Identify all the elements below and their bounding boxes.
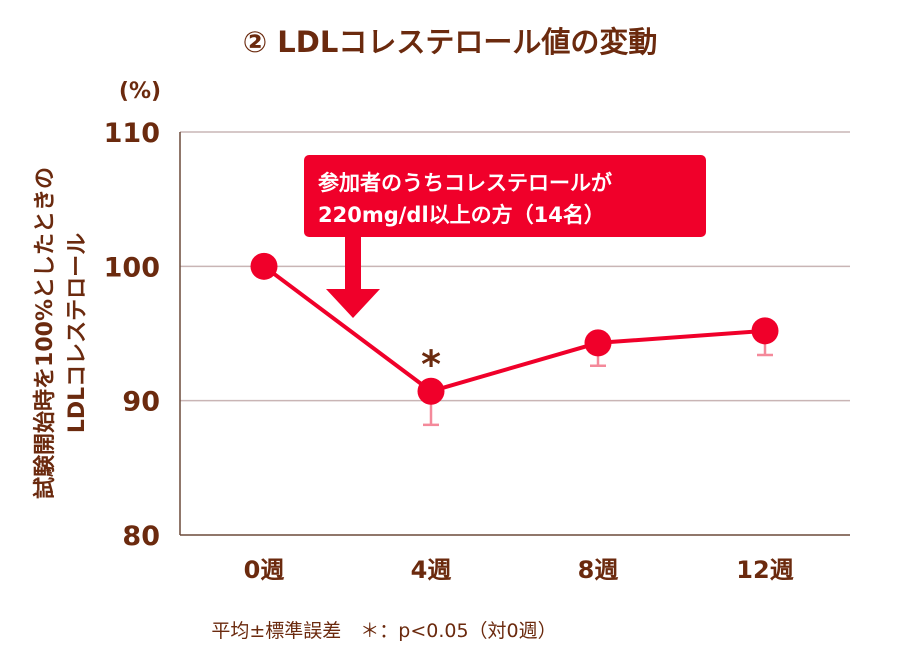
x-tick-label: 4週 [411, 556, 452, 584]
annotation-line2: 220mg/dl以上の方（14名） [318, 203, 605, 227]
annotation-arrow-shaft [345, 237, 361, 290]
chart-title: ② LDLコレステロール値の変動 [243, 25, 658, 59]
y-axis-label-line2: LDLコレステロール [65, 233, 90, 433]
significance-asterisk: * [421, 342, 441, 386]
annotation-callout: 参加者のうちコレステロールが 220mg/dl以上の方（14名） [304, 155, 706, 318]
annotation-line1: 参加者のうちコレステロールが [318, 171, 612, 195]
y-axis-label-line1: 試験開始時を100%としたときの [32, 167, 58, 499]
y-unit-label: (%) [119, 79, 161, 104]
y-tick-label: 110 [104, 118, 160, 149]
x-tick-label: 0週 [244, 556, 285, 584]
annotation-box [304, 155, 706, 237]
data-point [417, 377, 445, 405]
series-line [262, 264, 766, 394]
annotation-arrow-head [326, 289, 380, 318]
x-tick-label: 8週 [578, 556, 619, 584]
data-point [250, 252, 278, 280]
data-point [751, 317, 779, 345]
y-tick-label: 100 [104, 252, 160, 283]
y-tick-label: 80 [122, 521, 160, 552]
data-point [584, 329, 612, 357]
y-tick-label: 90 [122, 387, 160, 418]
footnote: 平均±標準誤差 ＊：p<0.05（対0週） [211, 620, 556, 642]
x-tick-label: 12週 [736, 556, 793, 584]
